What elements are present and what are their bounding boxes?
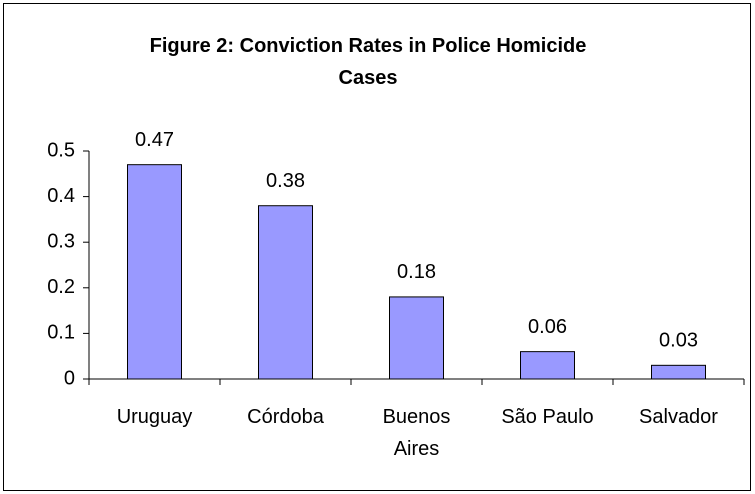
data-label: 0.03	[659, 330, 698, 352]
y-tick-label: 0.4	[47, 185, 75, 207]
x-tick-label: Córdoba	[247, 406, 324, 428]
y-tick-label: 0.1	[47, 322, 75, 344]
chart-frame	[3, 3, 751, 491]
bar	[258, 205, 313, 380]
x-tick-label: Uruguay	[116, 406, 193, 428]
x-tick-label: Buenos Aires	[382, 406, 451, 460]
y-tick-label: 0.5	[47, 139, 75, 161]
bar	[520, 351, 575, 380]
y-tick-label: 0	[64, 367, 75, 389]
data-label: 0.47	[135, 129, 174, 151]
y-tick-label: 0.3	[47, 230, 75, 252]
data-label: 0.38	[266, 170, 305, 192]
y-tick-label: 0.2	[47, 276, 75, 298]
data-label: 0.06	[528, 316, 567, 338]
data-label: 0.18	[397, 261, 436, 283]
bar	[389, 296, 444, 380]
bar	[127, 164, 182, 380]
chart-title: Figure 2: Conviction Rates in Police Hom…	[149, 35, 587, 89]
x-tick-label: São Paulo	[501, 406, 594, 428]
x-tick-label: Salvador	[639, 406, 718, 428]
bar	[651, 364, 706, 380]
